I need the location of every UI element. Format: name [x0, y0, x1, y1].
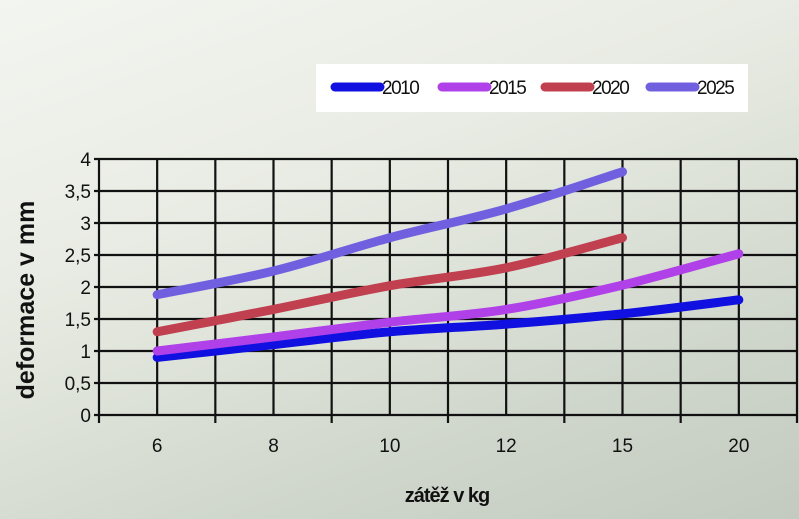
grid: [94, 157, 799, 423]
x-tick-label: 6: [152, 436, 163, 457]
series-line-2025: [152, 167, 627, 300]
series-line-2015: [152, 249, 744, 356]
x-tick-label: 10: [379, 436, 400, 457]
legend-label-2010: 2010: [382, 78, 419, 99]
y-tick-label: 0,5: [65, 374, 91, 395]
legend-label-2020: 2020: [592, 78, 629, 99]
y-tick-label: 2,5: [65, 246, 91, 267]
x-tick-label: 12: [496, 436, 517, 457]
legend-label-2015: 2015: [489, 78, 526, 99]
x-tick-label: 8: [268, 436, 279, 457]
y-tick-label: 2: [80, 278, 91, 299]
y-tick-label: 3,5: [65, 182, 91, 203]
x-tick-label: 20: [728, 436, 749, 457]
x-tick-label: 15: [612, 436, 633, 457]
series-line-2020: [152, 233, 627, 337]
x-tick-labels: 6 8 10 12 15 20: [152, 436, 750, 457]
y-tick-label: 3: [80, 214, 91, 235]
y-tick-label: 0: [80, 406, 91, 427]
y-tick-label: 1: [80, 342, 91, 363]
y-tick-label: 1,5: [65, 310, 91, 331]
y-tick-label: 4: [80, 150, 91, 171]
x-axis-title: zátěž v kg: [405, 485, 489, 507]
legend: 2010 2015 2020 2025: [330, 78, 736, 99]
series-lines: [152, 167, 744, 362]
y-tick-labels: 0 0,5 1 1,5 2 2,5 3 3,5 4: [65, 150, 92, 427]
y-axis-title: deformace v mm: [12, 201, 40, 400]
series-line-2010: [152, 295, 744, 362]
legend-label-2025: 2025: [697, 78, 734, 99]
